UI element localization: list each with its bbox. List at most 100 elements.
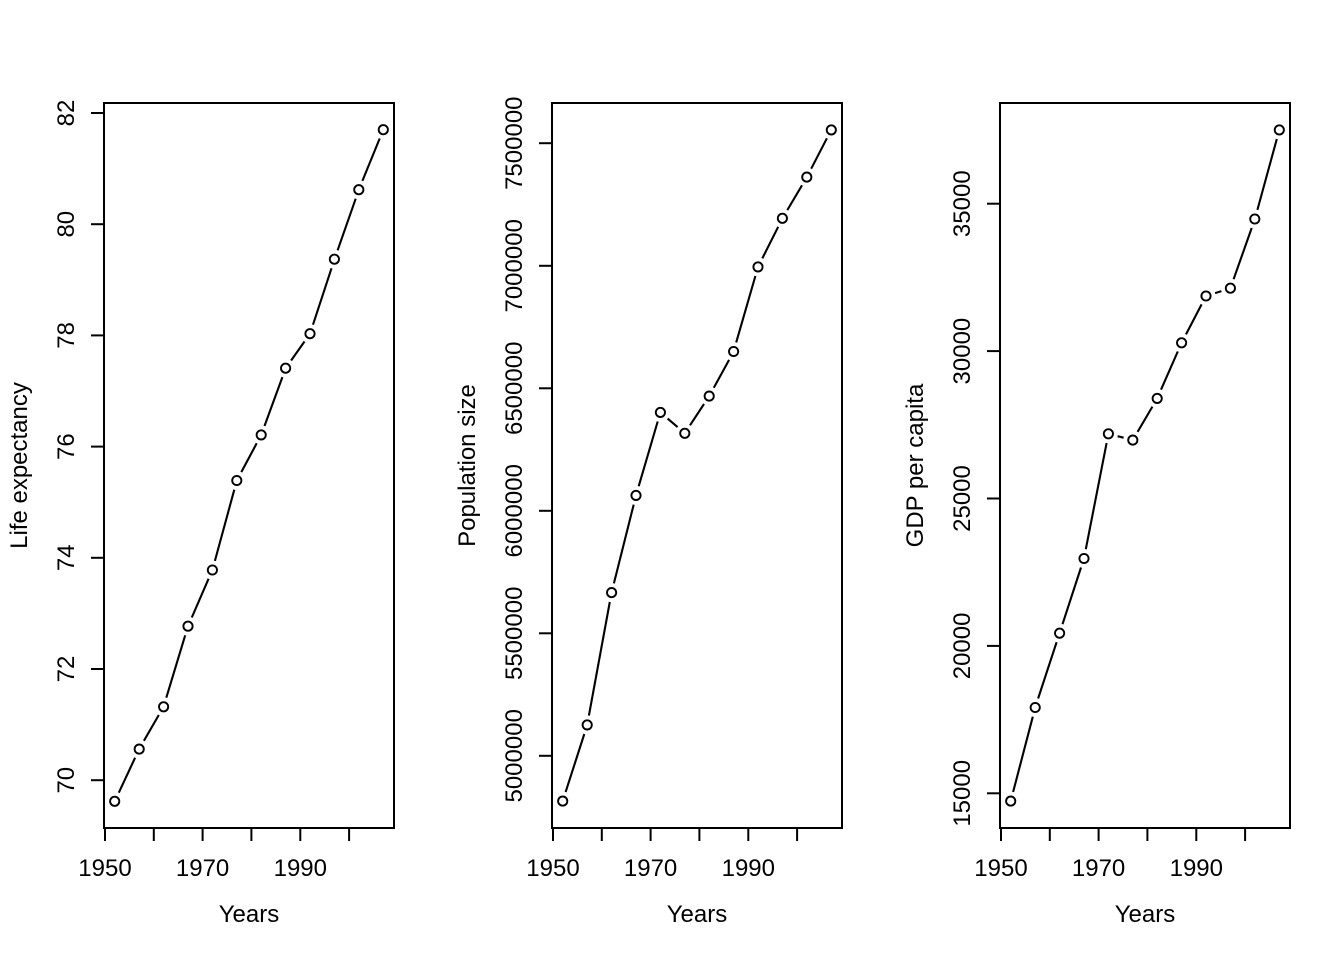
data-point-marker [231, 474, 243, 487]
series-line-segment [1084, 442, 1108, 550]
data-point-marker [703, 390, 715, 402]
series-line-segment [361, 138, 381, 182]
series-line-segment [810, 137, 828, 170]
data-point-marker [353, 184, 365, 196]
x-axis-title: Years [667, 901, 728, 928]
data-point-marker [109, 795, 121, 807]
series-line-segment [312, 267, 333, 326]
y-axis-title: Population size [454, 384, 481, 547]
data-point-marker [1029, 701, 1041, 714]
y-axis-title: GDP per capita [902, 383, 929, 547]
series-line-segment [612, 504, 635, 584]
y-axis-tick-label: 6000000 [501, 464, 528, 557]
x-axis-tick-label: 1990 [274, 855, 327, 882]
series-line-segment [190, 578, 210, 618]
data-point-marker [679, 427, 691, 439]
series-line-segment [213, 489, 236, 562]
x-axis-title: Years [1115, 901, 1176, 928]
data-point-marker [1054, 627, 1066, 639]
data-point-marker [255, 429, 267, 441]
data-point-marker [1176, 337, 1188, 349]
y-axis-tick-label: 82 [53, 100, 80, 127]
y-axis-tick-label: 7500000 [501, 96, 528, 189]
y-axis-tick-label: 7000000 [501, 219, 528, 312]
y-axis-tick-label: 15000 [949, 760, 976, 827]
data-point-marker [1273, 124, 1285, 136]
panel-gdp-per-capita: 1950 1970 1990 15000 20000 25000 30000 35000 Yea… [902, 102, 1291, 928]
series-line-segment [240, 442, 258, 473]
data-point-marker [1078, 552, 1090, 565]
series-line-segment [712, 359, 731, 389]
y-axis-tick-label: 25000 [949, 465, 976, 532]
x-axis-tick-label: 1990 [1170, 855, 1223, 882]
data-point-marker [825, 124, 837, 136]
panel-life-expectancy: 1950 1970 1990 70 72 74 76 78 80 82 Years Life expe… [6, 100, 395, 928]
y-axis-tick-label: 76 [53, 433, 80, 460]
series-line-segment [1214, 290, 1222, 295]
y-axis-tick-label: 5000000 [501, 709, 528, 802]
data-point-marker [654, 406, 666, 418]
data-point-marker [557, 795, 569, 807]
x-axis-tick-label: 1950 [78, 855, 131, 882]
data-point-marker [630, 489, 642, 501]
data-point-marker [280, 362, 292, 374]
data-point-marker [1200, 290, 1212, 302]
data-point-marker [182, 620, 194, 632]
series-line-segment [735, 275, 757, 343]
data-point-marker [133, 743, 145, 755]
x-axis-tick-label: 1970 [624, 855, 677, 882]
data-point-marker [158, 701, 170, 713]
data-point-marker [1249, 213, 1261, 225]
series-line-segment [1037, 641, 1058, 699]
series-line-segment [587, 601, 611, 716]
series-line-segment [1117, 435, 1124, 439]
data-point-marker [304, 328, 316, 340]
data-point-marker [606, 587, 618, 599]
data-point-marker [581, 719, 593, 731]
series-line-segment [336, 198, 357, 251]
series-line-segment [1012, 716, 1034, 793]
x-axis-tick-label: 1990 [722, 855, 775, 882]
y-axis-tick-label: 78 [53, 322, 80, 349]
series-line-segment [666, 417, 679, 428]
plot-box [551, 102, 843, 829]
y-axis-title: Life expectancy [6, 382, 33, 549]
y-axis-tick-label: 20000 [949, 613, 976, 680]
x-axis-title: Years [219, 901, 280, 928]
data-point-marker [1151, 392, 1163, 404]
series-line-segment [1160, 351, 1179, 391]
data-point-marker [1127, 434, 1139, 446]
x-axis-tick-label: 1950 [974, 855, 1027, 882]
y-axis-tick-label: 35000 [949, 170, 976, 237]
series-line-segment [290, 340, 306, 362]
series-line-segment [761, 226, 780, 259]
series-line-segment [117, 757, 137, 794]
series-line-segment [689, 403, 705, 426]
x-axis-tick-label: 1950 [526, 855, 579, 882]
series-line-segment [1136, 406, 1154, 433]
data-point-marker [752, 261, 764, 273]
y-axis-tick-label: 30000 [949, 318, 976, 385]
series-line-segment [263, 376, 284, 427]
series-line-segment [637, 421, 659, 487]
x-axis-tick-label: 1970 [1072, 855, 1125, 882]
y-axis-tick-label: 74 [53, 544, 80, 571]
series-line-segment [142, 714, 160, 742]
series-line-segment [564, 733, 586, 793]
series-line-segment [1232, 227, 1253, 280]
y-axis-tick-label: 5500000 [501, 587, 528, 680]
data-point-marker [728, 345, 740, 358]
x-axis-tick-label: 1970 [176, 855, 229, 882]
data-point-marker [328, 253, 340, 265]
series-line-segment [786, 184, 803, 211]
y-axis-tick-label: 80 [53, 211, 80, 238]
data-point-marker [1224, 282, 1236, 294]
y-axis-tick-label: 6500000 [501, 342, 528, 435]
series-line-segment [1061, 567, 1082, 625]
data-point-marker [1005, 795, 1017, 807]
plot-box [103, 102, 395, 829]
data-point-marker [206, 564, 218, 576]
series-line-segment [1185, 303, 1203, 335]
